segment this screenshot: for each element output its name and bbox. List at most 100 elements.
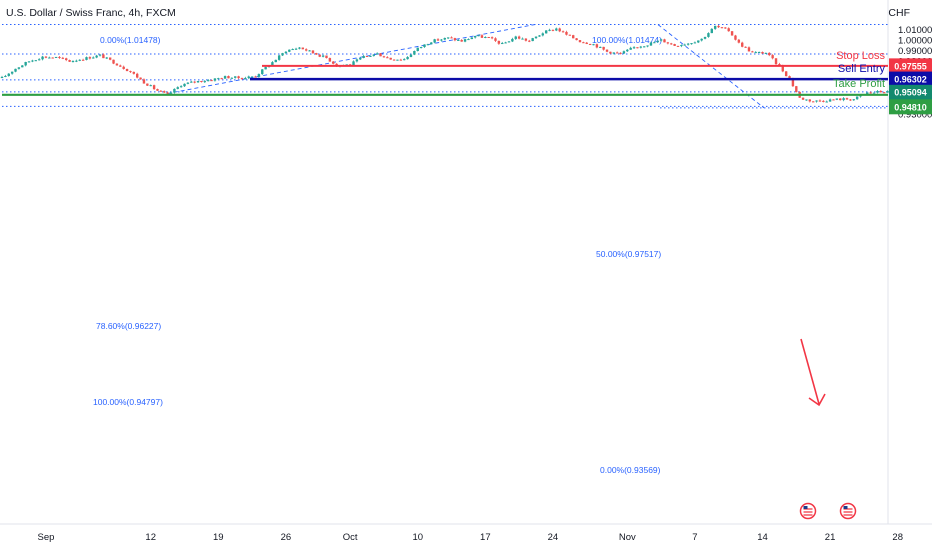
fib-level-label: 78.60%(0.96227): [96, 321, 161, 331]
us-flag-event-icon[interactable]: [839, 502, 857, 520]
candle-body: [680, 45, 683, 47]
candle-body: [240, 78, 244, 80]
candle-body: [132, 71, 136, 74]
time-tick-label: 17: [480, 532, 491, 543]
candle-body: [507, 41, 511, 43]
candle-body: [565, 31, 568, 35]
price-tick-label: 0.99000: [898, 46, 932, 57]
candle-body: [656, 40, 659, 43]
candle-body: [250, 76, 254, 78]
candle-body: [257, 74, 261, 77]
stop-loss-price-tag: 0.97555: [894, 61, 927, 71]
candle-body: [490, 37, 494, 39]
candle-body: [41, 56, 44, 60]
candle-body: [879, 90, 882, 93]
candle-body: [724, 27, 727, 29]
candle-body: [10, 71, 14, 74]
candle-body: [105, 57, 108, 59]
candle-body: [58, 56, 61, 58]
candle-body: [369, 55, 372, 57]
candle-body: [217, 78, 220, 80]
candle-body: [713, 25, 717, 29]
candle-body: [643, 46, 646, 48]
candle-body: [720, 27, 724, 29]
candle-body: [237, 76, 240, 79]
candle-body: [372, 54, 375, 56]
candle-body: [605, 49, 609, 52]
time-tick-label: 19: [213, 532, 224, 543]
candle-body: [254, 76, 257, 78]
candle-body: [359, 57, 362, 60]
candle-body: [477, 35, 480, 37]
candle-body: [639, 46, 643, 48]
candle-body: [484, 36, 487, 38]
candle-body: [511, 38, 514, 42]
candle-body: [578, 40, 582, 43]
candle-body: [504, 42, 507, 44]
candle-body: [599, 46, 602, 48]
candle-body: [271, 62, 274, 66]
candle-body: [531, 38, 534, 42]
candle-body: [426, 44, 430, 46]
candle-body: [551, 29, 555, 31]
candle-body: [112, 59, 115, 64]
candle-body: [666, 42, 670, 44]
candle-body: [176, 87, 179, 89]
candle-body: [808, 99, 812, 102]
candle-body: [71, 60, 75, 62]
candle-body: [4, 75, 7, 77]
candle-body: [14, 68, 17, 72]
candle-body: [555, 28, 558, 31]
candle-body: [470, 37, 474, 40]
time-tick-label: 7: [692, 532, 697, 543]
candle-body: [328, 58, 332, 62]
time-tick-label: 26: [281, 532, 292, 543]
candle-body: [866, 92, 869, 95]
candle-body: [521, 38, 524, 40]
candle-body: [683, 44, 686, 46]
candle-body: [815, 100, 818, 102]
candle-body: [730, 31, 734, 36]
candle-body: [876, 90, 879, 93]
time-tick-label: 10: [412, 532, 423, 543]
candle-body: [436, 39, 440, 41]
take-profit-price-tag: 0.94810: [894, 102, 927, 112]
candle-body: [757, 51, 761, 53]
currency-label: CHF: [888, 7, 910, 19]
candle-body: [754, 52, 757, 54]
candle-body: [619, 52, 622, 54]
candle-body: [416, 47, 419, 51]
candle-body: [301, 47, 305, 50]
candle-body: [842, 98, 845, 101]
candle-body: [717, 25, 720, 28]
candle-body: [139, 77, 142, 80]
candle-body: [825, 101, 828, 103]
candle-body: [54, 56, 58, 58]
candle-body: [582, 42, 585, 44]
candle-body: [413, 50, 416, 55]
candle-body: [697, 40, 700, 43]
candle-body: [572, 35, 575, 39]
us-flag-event-icon[interactable]: [799, 502, 817, 520]
candle-body: [102, 54, 105, 59]
candle-body: [430, 42, 433, 45]
candle-body: [805, 99, 808, 101]
candle-body: [179, 86, 183, 88]
candle-body: [433, 39, 436, 43]
candle-body: [85, 57, 88, 60]
candle-body: [406, 56, 409, 60]
candle-body: [544, 30, 548, 34]
candle-body: [277, 55, 281, 60]
candle-body: [852, 99, 855, 101]
candle-body: [646, 45, 649, 47]
candle-body: [453, 38, 457, 41]
candle-body: [828, 99, 832, 102]
candle-body: [142, 79, 146, 84]
candle-body: [558, 28, 561, 32]
candle-body: [389, 57, 392, 60]
candle-body: [193, 81, 196, 83]
candle-body: [534, 36, 538, 39]
candle-body: [122, 66, 125, 69]
